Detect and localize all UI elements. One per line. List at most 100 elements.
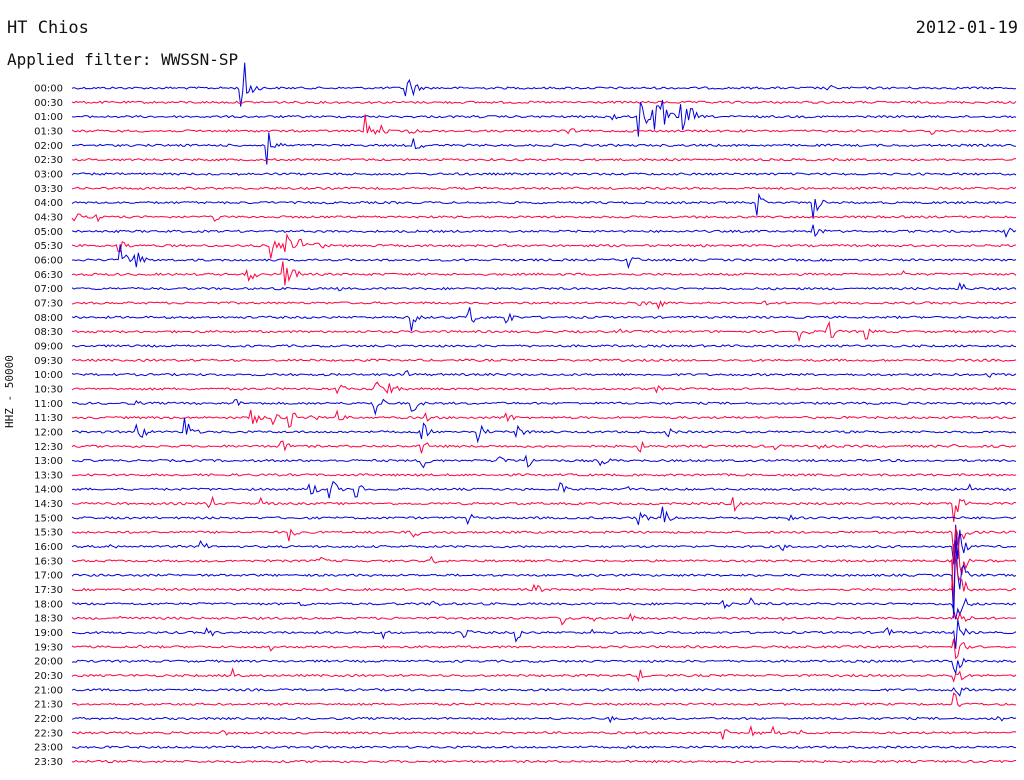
time-label-1200: 12:00 [34, 427, 63, 438]
trace-2230 [71, 724, 1017, 740]
time-label-2000: 20:00 [34, 657, 63, 668]
time-label-2230: 22:30 [34, 728, 63, 739]
trace-0230 [71, 157, 1017, 162]
trace-1130 [71, 409, 1017, 429]
time-label-1130: 11:30 [34, 413, 63, 424]
trace-0800 [71, 307, 1017, 332]
trace-1230 [71, 440, 1017, 454]
trace-0600 [72, 244, 1017, 270]
trace-0000 [71, 62, 1017, 107]
record-date: 2012-01-19 [915, 18, 1018, 38]
time-label-0630: 06:30 [34, 270, 63, 281]
time-label-0800: 08:00 [34, 313, 63, 324]
trace-1500 [71, 506, 1017, 526]
trace-2130 [71, 692, 1017, 708]
trace-1800 [71, 597, 1017, 620]
trace-1400 [71, 480, 1017, 499]
time-label-0530: 05:30 [34, 241, 63, 252]
time-label-2330: 23:30 [34, 757, 63, 768]
trace-2100 [71, 686, 1017, 697]
time-label-1600: 16:00 [34, 542, 63, 553]
trace-1630 [71, 527, 1017, 606]
time-label-1830: 18:30 [34, 614, 63, 625]
time-label-1730: 17:30 [34, 585, 63, 596]
trace-0100 [71, 99, 1017, 137]
time-label-1800: 18:00 [34, 599, 63, 610]
time-label-0600: 06:00 [34, 255, 63, 266]
time-label-0900: 09:00 [34, 341, 63, 352]
trace-2030 [71, 667, 1017, 683]
time-label-0330: 03:30 [34, 184, 63, 195]
time-label-0930: 09:30 [34, 356, 63, 367]
trace-1930 [71, 638, 1017, 660]
time-label-2130: 21:30 [34, 700, 63, 711]
trace-0400 [71, 192, 1017, 219]
trace-0900 [71, 344, 1017, 348]
time-label-0730: 07:30 [34, 298, 63, 309]
trace-0300 [71, 172, 1017, 176]
station-name: HT Chios [7, 18, 89, 38]
time-label-1330: 13:30 [34, 470, 63, 481]
time-label-0830: 08:30 [34, 327, 63, 338]
trace-1700 [71, 540, 1017, 619]
trace-0500 [71, 224, 1017, 239]
time-label-1900: 19:00 [34, 628, 63, 639]
time-label-0400: 04:00 [34, 198, 63, 209]
time-label-0300: 03:00 [34, 169, 63, 180]
trace-0030 [71, 100, 1017, 104]
trace-1200 [71, 417, 1017, 444]
trace-2330 [71, 759, 1017, 764]
time-label-0430: 04:30 [34, 212, 63, 223]
time-label-0130: 01:30 [34, 126, 63, 137]
trace-0930 [71, 358, 1017, 362]
trace-1030 [71, 381, 1017, 395]
trace-0530 [71, 233, 1017, 259]
trace-2200 [71, 715, 1017, 724]
trace-0830 [71, 320, 1017, 343]
trace-1000 [71, 370, 1017, 378]
time-label-1100: 11:00 [34, 399, 63, 410]
trace-2000 [71, 657, 1017, 675]
time-label-1500: 15:00 [34, 513, 63, 524]
time-label-1430: 14:30 [34, 499, 63, 510]
time-label-1030: 10:30 [34, 384, 63, 395]
time-label-0030: 00:30 [34, 98, 63, 109]
trace-0730 [71, 300, 1016, 310]
time-label-0230: 02:30 [34, 155, 63, 166]
time-label-0700: 07:00 [34, 284, 63, 295]
time-label-2100: 21:00 [34, 685, 63, 696]
trace-1330 [71, 473, 1017, 477]
time-label-2300: 23:00 [34, 743, 63, 754]
time-label-0500: 05:00 [34, 227, 63, 238]
time-label-1700: 17:00 [34, 571, 63, 582]
trace-1830 [71, 611, 1017, 626]
trace-1100 [71, 398, 1017, 416]
trace-0630 [71, 261, 1017, 286]
time-label-1230: 12:30 [34, 442, 63, 453]
trace-1900 [71, 619, 1017, 649]
trace-1730 [71, 543, 1017, 593]
filter-label: Applied filter: WWSSN-SP [7, 50, 239, 69]
time-label-1300: 13:00 [34, 456, 63, 467]
time-label-0200: 02:00 [34, 141, 63, 152]
trace-0130 [71, 114, 1017, 136]
time-label-2200: 22:00 [34, 714, 63, 725]
trace-0430 [71, 213, 1017, 223]
trace-0330 [71, 186, 1017, 191]
trace-0700 [71, 281, 1017, 292]
time-label-0100: 01:00 [34, 112, 63, 123]
time-label-2030: 20:30 [34, 671, 63, 682]
time-label-1630: 16:30 [34, 556, 63, 567]
time-label-1930: 19:30 [34, 642, 63, 653]
trace-1530 [71, 528, 1017, 553]
time-label-1400: 14:00 [34, 485, 63, 496]
trace-0200 [71, 132, 1017, 165]
time-label-0000: 00:00 [34, 84, 63, 95]
trace-1430 [71, 495, 1017, 523]
time-label-1000: 10:00 [34, 370, 63, 381]
trace-1600 [71, 524, 1017, 565]
time-label-1530: 15:30 [34, 528, 63, 539]
trace-2300 [71, 745, 1017, 749]
trace-1300 [71, 454, 1017, 469]
